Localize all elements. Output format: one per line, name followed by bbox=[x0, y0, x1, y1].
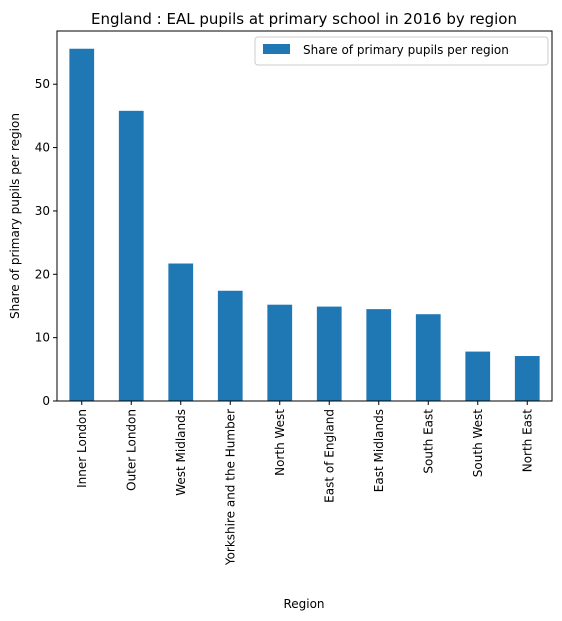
x-tick-label-9: North East bbox=[520, 409, 534, 473]
legend-label: Share of primary pupils per region bbox=[303, 43, 509, 57]
x-tick-label-4: North West bbox=[273, 409, 287, 476]
x-tick-label-1: Outer London bbox=[124, 409, 138, 491]
x-tick-label-6: East Midlands bbox=[372, 409, 386, 492]
bar-2 bbox=[168, 263, 194, 401]
y-tick-label-0: 0 bbox=[42, 394, 50, 408]
x-tick-label-3: Yorkshire and the Humber bbox=[223, 409, 237, 566]
y-tick-label-5: 50 bbox=[35, 77, 50, 91]
bar-9 bbox=[514, 356, 540, 401]
y-tick-label-3: 30 bbox=[35, 204, 50, 218]
x-axis: Inner London Outer London West Midlands Yor… bbox=[75, 401, 534, 566]
bar-3 bbox=[217, 290, 243, 401]
x-tick-label-2: West Midlands bbox=[174, 409, 188, 496]
y-tick-label-1: 10 bbox=[35, 331, 50, 345]
bar-0 bbox=[69, 48, 95, 402]
x-axis-label: Region bbox=[283, 597, 324, 611]
y-axis: 0 10 20 30 40 50 bbox=[35, 77, 57, 408]
y-axis-label: Share of primary pupils per region bbox=[8, 113, 22, 319]
bar-5 bbox=[316, 306, 342, 401]
x-tick-label-7: South East bbox=[421, 409, 435, 474]
legend: Share of primary pupils per region bbox=[254, 36, 549, 66]
bar-series bbox=[69, 48, 540, 402]
x-tick-label-0: Inner London bbox=[75, 409, 89, 488]
chart-title: England : EAL pupils at primary school i… bbox=[91, 10, 517, 28]
legend-box bbox=[254, 36, 549, 66]
bar-1 bbox=[118, 110, 144, 401]
x-tick-label-5: East of England bbox=[322, 409, 336, 503]
y-tick-label-4: 40 bbox=[35, 141, 50, 155]
x-tick-label-8: South West bbox=[471, 409, 485, 477]
bar-4 bbox=[267, 304, 293, 401]
plot-frame bbox=[56, 30, 553, 402]
bar-7 bbox=[415, 314, 441, 401]
y-tick-label-2: 20 bbox=[35, 267, 50, 281]
bar-8 bbox=[465, 351, 491, 401]
bar-6 bbox=[366, 309, 392, 401]
legend-swatch bbox=[263, 44, 290, 54]
